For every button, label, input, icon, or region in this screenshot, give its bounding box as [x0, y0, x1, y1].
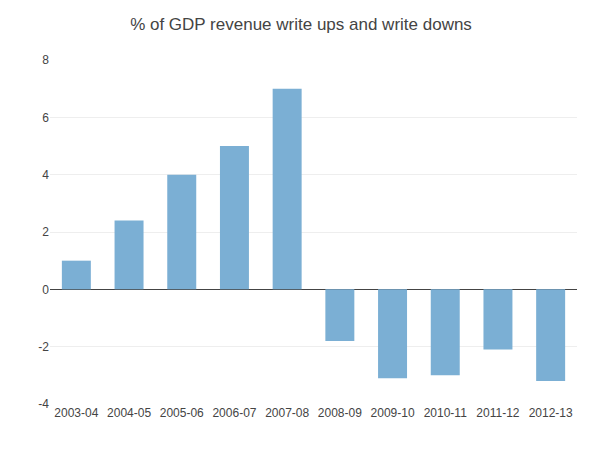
svg-text:2: 2 [42, 225, 49, 239]
svg-text:2003-04: 2003-04 [54, 406, 98, 420]
svg-text:2005-06: 2005-06 [160, 406, 204, 420]
svg-text:2009-10: 2009-10 [371, 406, 415, 420]
svg-text:2008-09: 2008-09 [318, 406, 362, 420]
svg-text:6: 6 [42, 111, 49, 125]
svg-text:2010-11: 2010-11 [424, 406, 467, 420]
svg-text:2011-12: 2011-12 [476, 406, 519, 420]
svg-text:2004-05: 2004-05 [107, 406, 151, 420]
svg-text:4: 4 [42, 168, 49, 182]
svg-text:2007-08: 2007-08 [265, 406, 309, 420]
svg-text:% of GDP revenue write ups and: % of GDP revenue write ups and write dow… [130, 15, 472, 34]
svg-text:-4: -4 [38, 397, 49, 411]
svg-text:-2: -2 [38, 340, 49, 354]
svg-text:2006-07: 2006-07 [212, 406, 256, 420]
svg-text:8: 8 [42, 53, 49, 67]
svg-text:2012-13: 2012-13 [529, 406, 573, 420]
svg-text:0: 0 [42, 283, 49, 297]
